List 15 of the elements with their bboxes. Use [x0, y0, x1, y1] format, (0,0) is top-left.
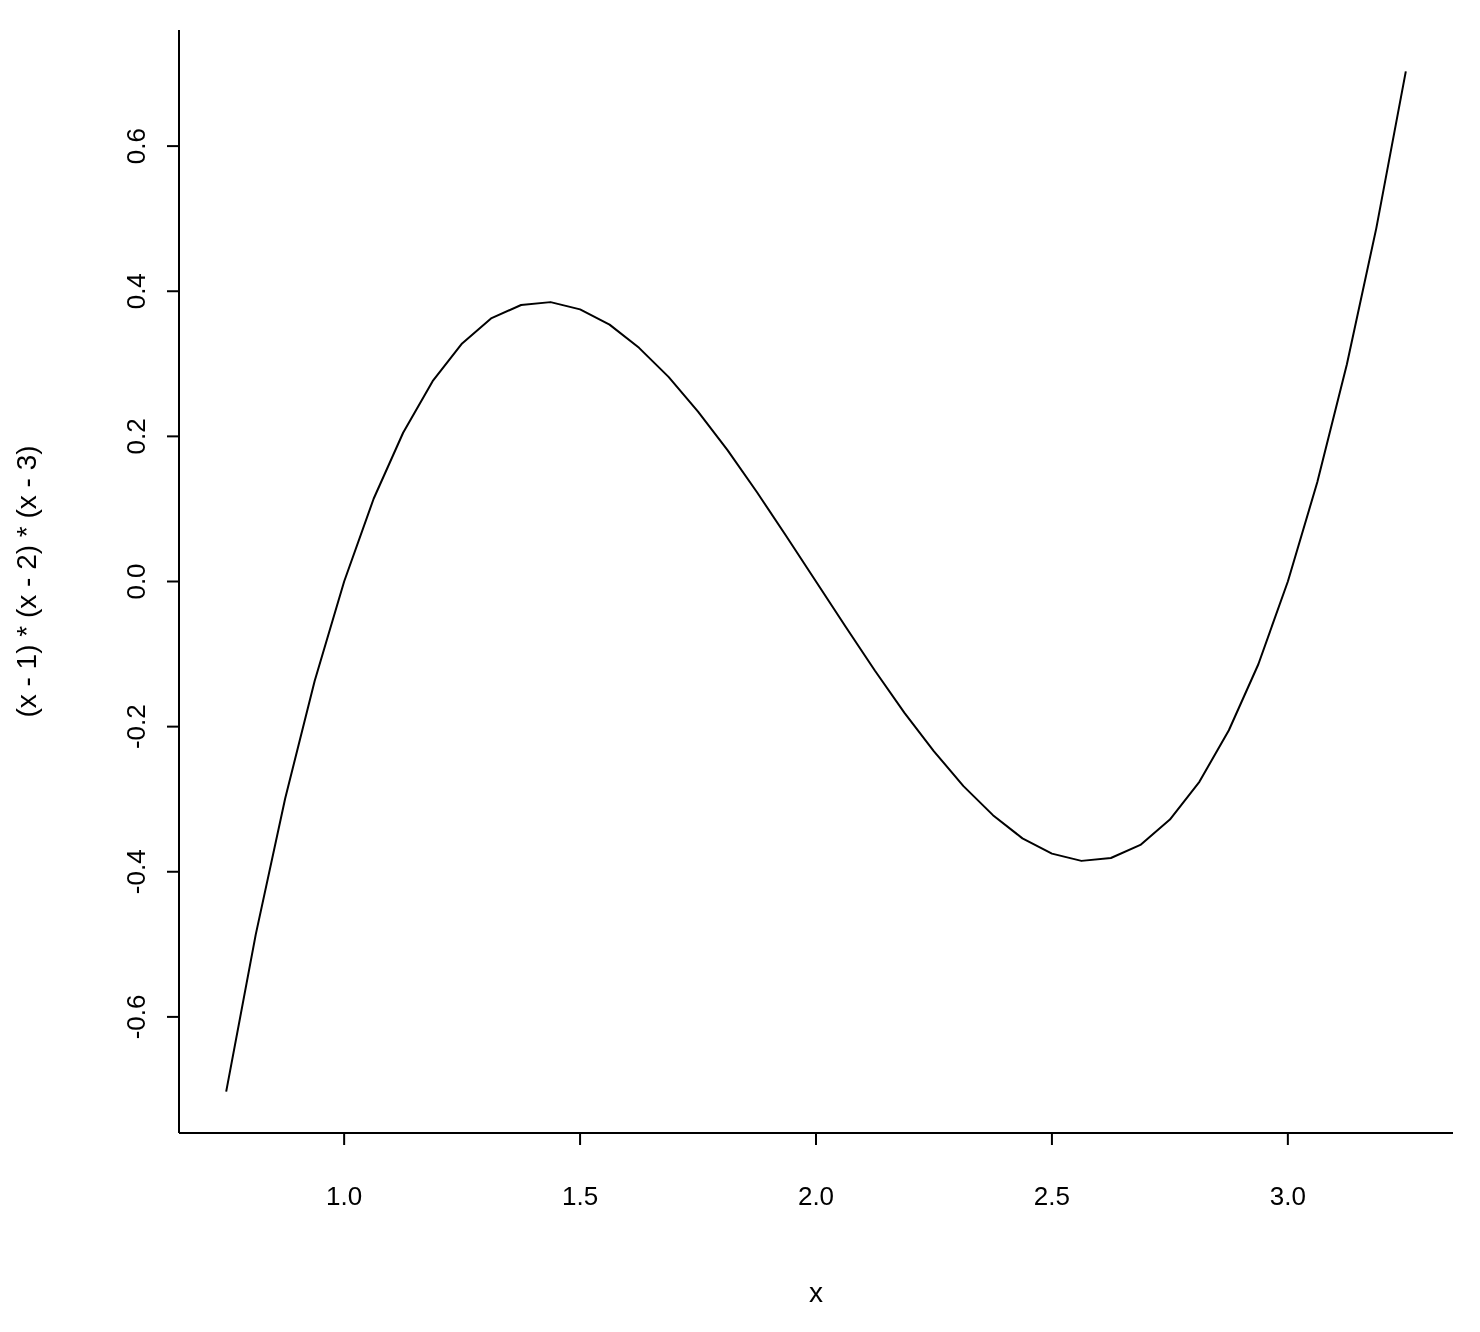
y-tick-label: -0.2	[121, 704, 151, 750]
y-tick-label: 0.4	[121, 273, 151, 310]
x-tick-label: 1.5	[562, 1181, 599, 1212]
y-tick-label: -0.6	[121, 994, 151, 1040]
y-tick-label: 0.0	[121, 563, 151, 600]
x-tick-label: 1.0	[326, 1181, 363, 1212]
x-tick-label: 2.0	[797, 1181, 835, 1212]
y-axis-title: (x - 1) * (x - 2) * (x - 3)	[10, 445, 42, 718]
x-tick-label: 2.5	[1033, 1181, 1070, 1212]
y-tick-label: 0.6	[121, 128, 151, 165]
x-axis-title: x	[809, 1277, 823, 1308]
x-tick-label: 3.0	[1269, 1181, 1306, 1212]
y-tick-label: -0.4	[121, 849, 151, 895]
line-series	[225, 70, 1407, 1093]
y-tick-label: 0.2	[121, 418, 151, 455]
